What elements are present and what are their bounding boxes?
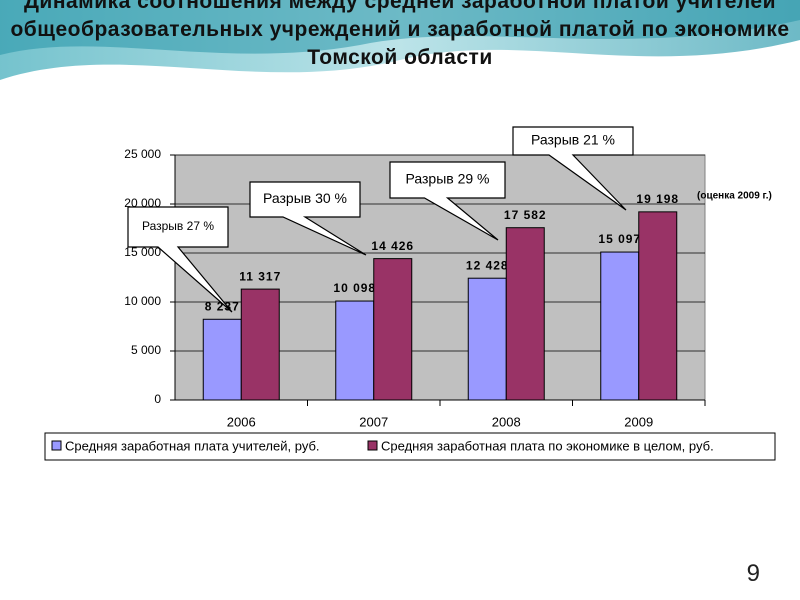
callout: [512, 126, 634, 211]
y-tick-label: 0: [154, 392, 161, 406]
value-label: 11 317: [239, 269, 281, 283]
x-tick-label: 2008: [492, 414, 521, 429]
legend: [44, 432, 776, 461]
callout-text: Разрыв 29 %: [405, 171, 489, 187]
x-tick-label: 2006: [227, 414, 256, 429]
x-tick-label: 2009: [624, 414, 653, 429]
bar: [335, 300, 375, 401]
bar: [505, 227, 545, 401]
bar: [467, 277, 507, 401]
bar: [600, 251, 640, 401]
bar: [638, 211, 678, 401]
header-wave: [0, 0, 800, 55]
legend-swatch: [51, 440, 62, 451]
callout-text: Разрыв 21 %: [531, 132, 615, 148]
value-label: 14 426: [371, 239, 414, 253]
callout: [249, 181, 367, 256]
legend-label: Средняя заработная плата по экономике в …: [381, 438, 714, 453]
callout-text: Разрыв 27 %: [142, 219, 214, 233]
legend-swatch: [367, 440, 378, 451]
value-label: 19 198: [636, 192, 679, 206]
value-label: 17 582: [504, 208, 547, 222]
value-label: 15 097: [598, 232, 641, 246]
page-number: 9: [746, 560, 760, 587]
y-tick-label: 15 000: [124, 245, 161, 259]
y-tick-label: 10 000: [124, 294, 161, 308]
callout: [389, 161, 506, 241]
note: (оценка 2009 г.): [697, 191, 772, 202]
y-tick-label: 25 000: [124, 147, 161, 161]
y-tick-label: 5 000: [131, 343, 161, 357]
callout-text: Разрыв 30 %: [263, 190, 347, 206]
callout: [127, 206, 233, 313]
bar: [373, 258, 413, 401]
x-tick-label: 2007: [359, 414, 388, 429]
slide-title: Динамика соотношения между средней зараб…: [10, 0, 790, 69]
value-label: 10 098: [333, 281, 376, 295]
legend-label: Средняя заработная плата учителей, руб.: [65, 438, 320, 453]
bar: [202, 318, 242, 401]
value-label: 12 428: [466, 258, 509, 272]
bar: [240, 288, 280, 401]
